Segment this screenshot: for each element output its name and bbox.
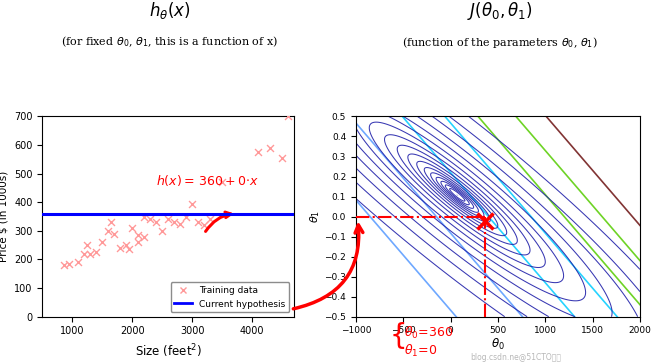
Text: $h(x){=}\,360+0{\cdot}x$: $h(x){=}\,360+0{\cdot}x$	[156, 173, 259, 188]
Text: (for fixed $\theta_0$, $\theta_1$, this is a function of x): (for fixed $\theta_0$, $\theta_1$, this …	[61, 35, 278, 49]
Point	[264, 145, 275, 151]
Point	[151, 219, 161, 225]
Y-axis label: Price $ (in 1000s): Price $ (in 1000s)	[0, 171, 8, 262]
Point	[85, 251, 95, 257]
Point	[115, 245, 125, 251]
Legend: Training data, Current hypothesis: Training data, Current hypothesis	[170, 282, 289, 312]
Point	[133, 240, 144, 245]
Point	[73, 260, 84, 265]
Y-axis label: $\theta_1$: $\theta_1$	[308, 210, 321, 223]
Point	[64, 261, 74, 267]
Text: blog.csdn.ne@51CTO博客: blog.csdn.ne@51CTO博客	[470, 353, 561, 362]
Point	[169, 219, 180, 225]
Point	[121, 242, 131, 248]
Point	[283, 114, 293, 119]
Point	[139, 234, 150, 240]
Text: $\theta_1\!=\!0$: $\theta_1\!=\!0$	[404, 343, 438, 359]
Point	[82, 242, 92, 248]
Text: $\theta_0\!=\!360$: $\theta_0\!=\!360$	[404, 325, 453, 341]
Text: $h_\theta(x)$: $h_\theta(x)$	[149, 0, 191, 21]
X-axis label: Size (feet$^2$): Size (feet$^2$)	[135, 342, 202, 360]
Point	[58, 262, 69, 268]
Point	[145, 217, 155, 222]
Point	[157, 228, 167, 234]
Point	[139, 214, 150, 219]
Point	[79, 251, 89, 257]
Point	[253, 149, 263, 155]
Point	[127, 225, 138, 231]
Point	[97, 240, 108, 245]
Text: (function of the parameters $\theta_0$, $\theta_1$): (function of the parameters $\theta_0$, …	[402, 35, 597, 50]
X-axis label: $\theta_0$: $\theta_0$	[491, 337, 505, 352]
Text: $J(\theta_0, \theta_1)$: $J(\theta_0, \theta_1)$	[467, 0, 532, 22]
Point	[193, 219, 203, 225]
Point	[109, 231, 119, 237]
Point	[205, 217, 215, 222]
Point	[181, 214, 191, 219]
Point	[199, 222, 209, 228]
Text: $\{$: $\{$	[389, 320, 405, 351]
Point	[124, 246, 135, 252]
Point	[277, 155, 287, 161]
Point	[175, 221, 185, 227]
Point	[103, 228, 114, 234]
Point	[187, 201, 197, 207]
Point	[91, 249, 102, 255]
Point	[106, 219, 116, 225]
Point	[163, 217, 174, 222]
Point	[217, 179, 227, 185]
Point	[133, 232, 144, 238]
